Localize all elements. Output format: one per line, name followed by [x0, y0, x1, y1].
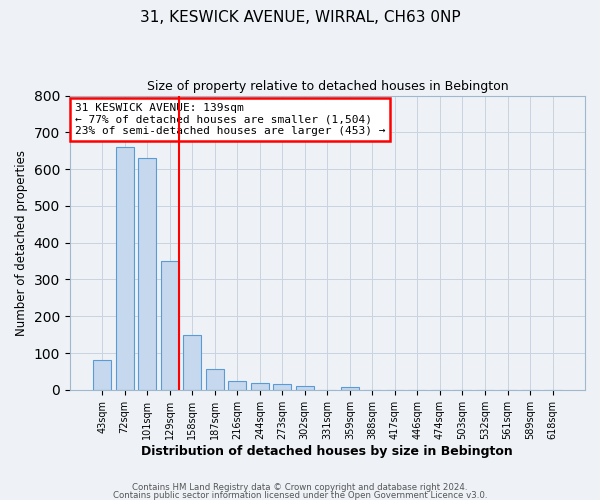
Y-axis label: Number of detached properties: Number of detached properties — [15, 150, 28, 336]
Bar — [296, 386, 314, 390]
Bar — [228, 380, 246, 390]
Text: Contains public sector information licensed under the Open Government Licence v3: Contains public sector information licen… — [113, 490, 487, 500]
Bar — [341, 387, 359, 390]
Bar — [206, 368, 224, 390]
Text: Contains HM Land Registry data © Crown copyright and database right 2024.: Contains HM Land Registry data © Crown c… — [132, 484, 468, 492]
X-axis label: Distribution of detached houses by size in Bebington: Distribution of detached houses by size … — [142, 444, 513, 458]
Bar — [183, 336, 201, 390]
Bar — [161, 261, 179, 390]
Text: 31, KESWICK AVENUE, WIRRAL, CH63 0NP: 31, KESWICK AVENUE, WIRRAL, CH63 0NP — [140, 10, 460, 25]
Bar — [138, 158, 156, 390]
Bar — [273, 384, 291, 390]
Bar — [93, 360, 111, 390]
Bar — [251, 383, 269, 390]
Text: 31 KESWICK AVENUE: 139sqm
← 77% of detached houses are smaller (1,504)
23% of se: 31 KESWICK AVENUE: 139sqm ← 77% of detac… — [75, 103, 385, 136]
Title: Size of property relative to detached houses in Bebington: Size of property relative to detached ho… — [146, 80, 508, 93]
Bar — [116, 147, 134, 390]
